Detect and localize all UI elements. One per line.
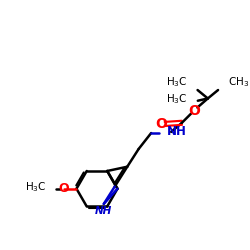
Text: O: O xyxy=(188,104,200,118)
Text: CH$_3$: CH$_3$ xyxy=(228,76,249,90)
Text: O: O xyxy=(155,117,167,131)
Text: NH: NH xyxy=(167,126,186,138)
Text: H$_3$C: H$_3$C xyxy=(166,76,188,90)
Text: NH: NH xyxy=(95,206,112,216)
Text: H$_3$C: H$_3$C xyxy=(25,181,46,194)
Text: H$_3$C: H$_3$C xyxy=(166,93,187,106)
Text: O: O xyxy=(59,182,69,195)
